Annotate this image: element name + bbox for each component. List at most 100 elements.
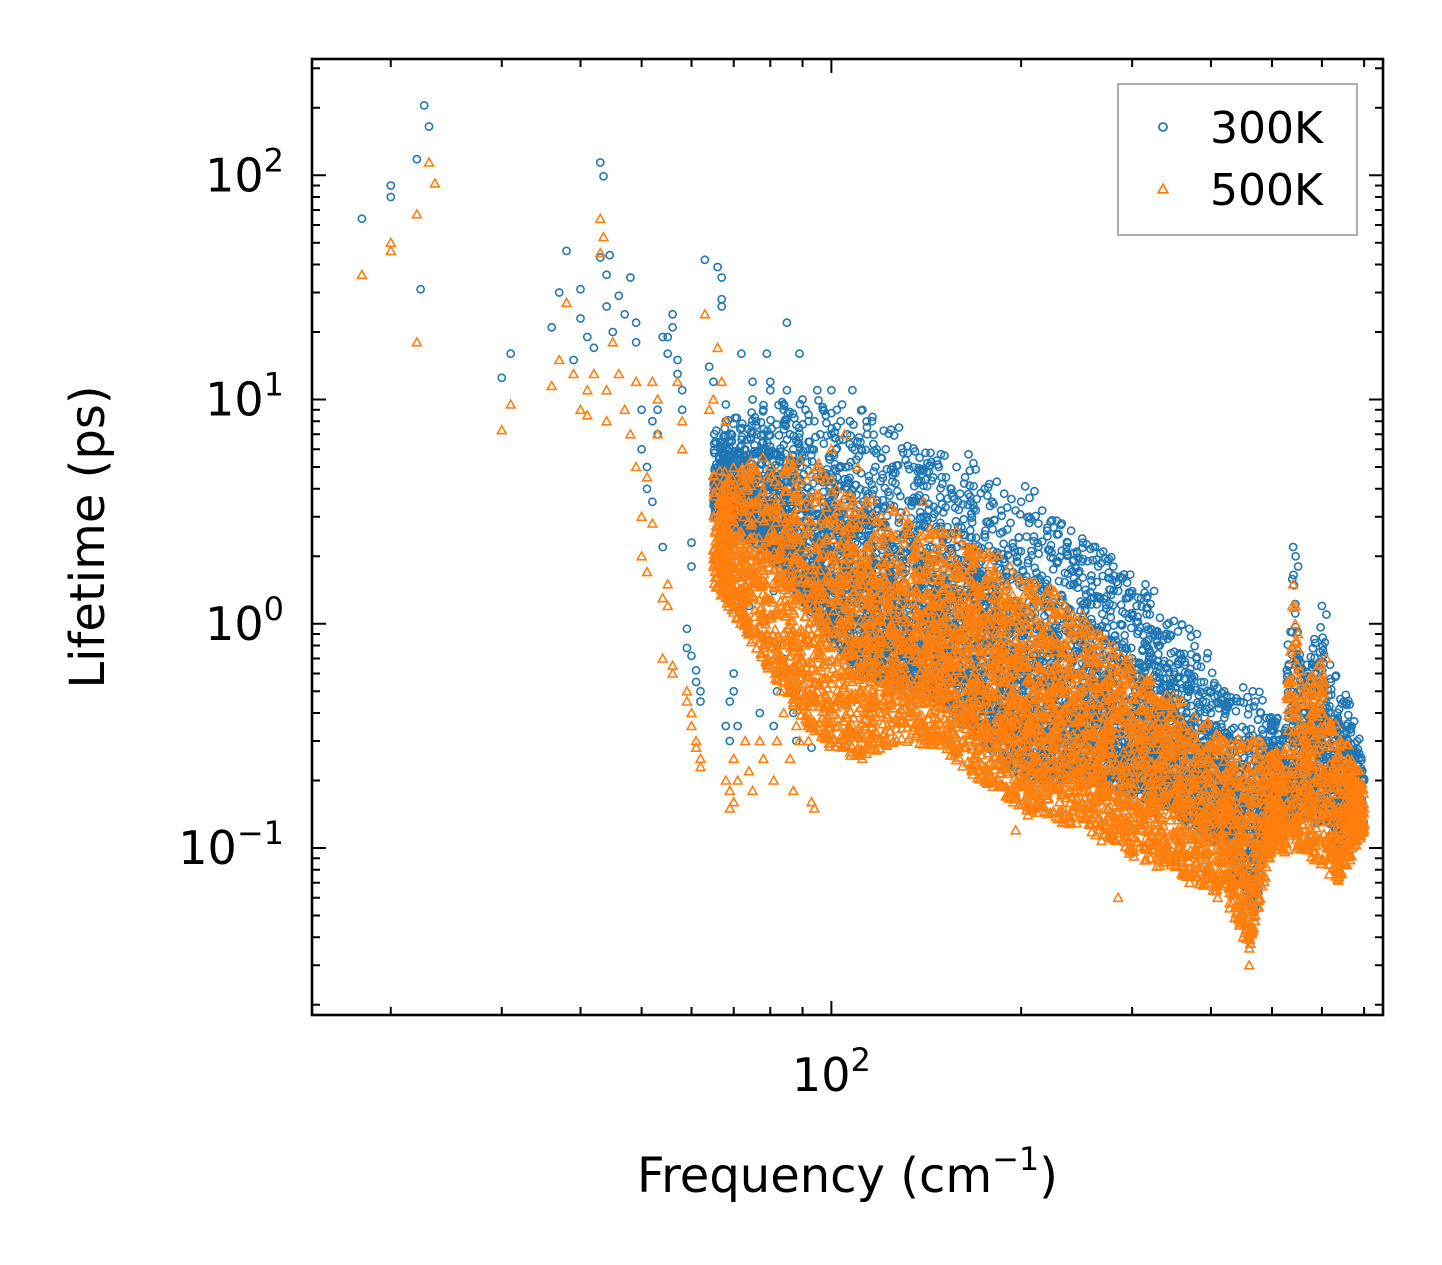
data-point-300k <box>1155 613 1165 623</box>
data-point-300k <box>1109 586 1118 595</box>
data-point-300k <box>903 460 913 470</box>
data-point-300k <box>871 448 881 458</box>
data-point-300k <box>1310 638 1320 648</box>
data-point-300k <box>854 433 864 442</box>
data-point-300k <box>967 513 977 522</box>
data-point-300k <box>845 473 854 483</box>
data-point-300k <box>1012 552 1022 562</box>
data-point-300k <box>936 518 945 528</box>
data-point-300k <box>774 400 783 410</box>
data-point-300k <box>882 464 892 474</box>
data-point-300k <box>907 501 916 510</box>
data-point-300k <box>1287 758 1297 768</box>
data-point-300k <box>869 485 879 495</box>
data-point-300k <box>1192 661 1202 671</box>
data-point-300k <box>921 448 930 458</box>
data-point-300k <box>1106 552 1116 562</box>
data-point-300k <box>1071 564 1081 573</box>
data-point-300k <box>709 445 719 455</box>
data-point-300k <box>1025 493 1034 503</box>
data-point-300k <box>1137 602 1147 611</box>
data-point-300k <box>1012 557 1022 566</box>
data-point-300k <box>1029 532 1039 541</box>
data-point-300k <box>1310 634 1319 644</box>
data-point-300k <box>1207 668 1217 678</box>
data-point-300k <box>1126 623 1136 633</box>
data-point-300k <box>893 460 903 470</box>
data-point-300k <box>948 492 957 502</box>
data-point-300k <box>1116 619 1126 629</box>
data-point-300k <box>862 416 871 426</box>
data-point-300k <box>936 483 945 493</box>
data-point-300k <box>1088 555 1098 565</box>
data-point-300k <box>1054 576 1064 586</box>
data-point-300k <box>1318 646 1328 655</box>
data-point-300k <box>992 548 1002 557</box>
data-point-300k <box>1106 590 1116 600</box>
data-point-300k <box>1184 624 1194 634</box>
data-point-300k <box>1014 533 1024 542</box>
data-point-300k <box>1318 633 1328 642</box>
data-point-300k <box>832 422 842 431</box>
data-point-300k <box>1182 708 1191 718</box>
data-point-300k <box>762 438 772 448</box>
data-point-300k <box>864 471 874 481</box>
data-point-300k <box>869 466 879 476</box>
data-point-300k <box>1210 678 1219 688</box>
data-point-300k <box>813 526 822 536</box>
data-point-300k <box>841 462 850 472</box>
data-point-300k <box>1249 701 1258 711</box>
data-point-300k <box>779 401 789 411</box>
data-point-300k <box>971 533 981 543</box>
data-point-300k <box>756 458 766 468</box>
data-point-300k <box>891 478 900 488</box>
data-point-300k <box>1060 568 1070 578</box>
data-point-300k <box>947 488 957 498</box>
data-point-300k <box>776 443 785 453</box>
data-point-300k <box>1087 571 1096 580</box>
data-point-300k <box>864 476 874 486</box>
data-point-300k <box>1196 677 1206 687</box>
data-point-300k <box>1063 538 1072 548</box>
data-point-300k <box>1343 710 1353 720</box>
data-point-300k <box>1202 653 1212 663</box>
data-point-300k <box>751 421 761 430</box>
data-point-300k <box>1126 643 1136 653</box>
data-point-300k <box>1186 649 1196 659</box>
data-point-300k <box>807 456 817 466</box>
data-point-300k <box>1231 706 1241 716</box>
data-point-300k <box>1293 627 1302 637</box>
data-point-300k <box>885 500 895 510</box>
data-point-300k <box>1081 585 1090 595</box>
data-point-300k <box>967 518 977 527</box>
data-point-300k <box>883 487 893 497</box>
data-point-300k <box>1142 593 1152 603</box>
data-point-300k <box>759 400 768 410</box>
data-point-300k <box>1190 641 1199 651</box>
data-point-300k <box>997 511 1007 521</box>
data-point-300k <box>788 409 798 419</box>
data-point-300k <box>827 423 837 433</box>
data-point-300k <box>915 507 925 517</box>
data-point-300k <box>999 539 1008 549</box>
data-point-300k <box>951 516 961 526</box>
data-point-300k <box>1111 635 1121 645</box>
data-point-300k <box>965 466 975 475</box>
data-point-300k <box>1289 570 1298 580</box>
data-point-300k <box>1142 637 1152 646</box>
data-point-300k <box>742 435 752 445</box>
data-point-300k <box>1282 665 1292 675</box>
data-point-300k <box>1257 725 1267 735</box>
data-point-300k <box>806 450 816 460</box>
data-point-300k <box>958 499 968 509</box>
data-point-300k <box>851 480 861 490</box>
plot-area <box>356 101 1370 970</box>
data-point-300k <box>1164 618 1174 628</box>
data-point-300k <box>1097 609 1107 619</box>
data-point-300k <box>1006 518 1015 528</box>
data-point-300k <box>819 439 829 448</box>
data-point-300k <box>959 479 969 488</box>
data-point-300k <box>871 462 880 472</box>
data-point-300k <box>1092 577 1102 587</box>
